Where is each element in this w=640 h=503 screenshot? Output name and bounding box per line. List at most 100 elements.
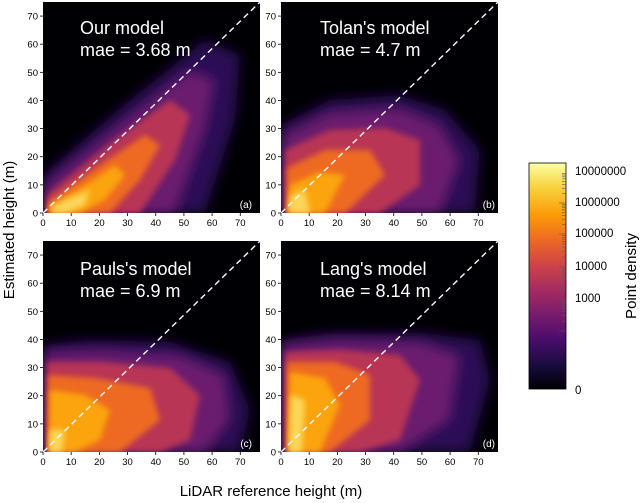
x-tick-label: 40 (388, 457, 399, 468)
colorbar-labels: 10000000 1000000 100000 10000 1000 0 (575, 166, 626, 397)
y-tick-label: 40 (265, 335, 276, 346)
panel-d-y-ticks: 0 10 20 30 40 50 60 70 (265, 251, 281, 459)
panel-a-density (43, 40, 240, 213)
colorbar-label-1000000: 1000000 (575, 197, 620, 209)
x-tick-label: 60 (207, 457, 218, 468)
x-tick-label: 30 (122, 457, 133, 468)
panel-b-density (281, 95, 480, 213)
x-tick-label: 50 (417, 457, 428, 468)
x-tick-label: 60 (445, 218, 456, 229)
x-tick-label: 70 (473, 218, 484, 229)
panel-d-tag: (d) (483, 439, 495, 450)
panel-a-y-ticks: 0 10 20 30 40 50 60 70 (27, 12, 43, 220)
panel-a-x-ticks: 0 10 20 30 40 50 60 70 (40, 213, 246, 229)
x-tick-label: 20 (332, 218, 343, 229)
panel-d-density (281, 333, 490, 452)
x-tick-label: 10 (66, 218, 77, 229)
panel-a-tag: (a) (240, 200, 252, 211)
x-tick-label: 50 (417, 218, 428, 229)
panel-a-mae: mae = 3.68 m (80, 40, 191, 60)
colorbar: 10000000 1000000 100000 10000 1000 0 Poi… (528, 162, 640, 397)
panel-c: Pauls's model mae = 6.9 m (c) 0 10 20 30 40 5… (27, 240, 261, 468)
y-tick-label: 30 (27, 124, 38, 135)
y-tick-label: 0 (271, 448, 276, 459)
colorbar-title: Point density (623, 233, 640, 319)
x-tick-label: 30 (360, 457, 371, 468)
colorbar-gradient (528, 162, 567, 390)
y-tick-label: 10 (27, 180, 38, 191)
panel-a: Our model mae = 3.68 m (a) 0 10 20 30 40 50 60… (27, 1, 261, 229)
x-tick-label: 20 (332, 457, 343, 468)
y-tick-label: 70 (27, 12, 38, 23)
panel-b-one-to-one-line (280, 1, 499, 214)
y-tick-label: 60 (265, 279, 276, 290)
colorbar-label-100000: 100000 (575, 228, 613, 240)
panel-c-y-ticks: 0 10 20 30 40 50 60 70 (27, 251, 43, 459)
panel-b: Tolan's model mae = 4.7 m (b) 0 10 20 30 40 5… (265, 1, 499, 229)
colorbar-label-1000: 1000 (575, 293, 601, 305)
x-tick-label: 0 (40, 457, 45, 468)
x-tick-label: 10 (304, 218, 315, 229)
y-tick-label: 20 (265, 152, 276, 163)
y-tick-label: 70 (265, 251, 276, 262)
x-tick-label: 20 (94, 457, 105, 468)
x-tick-label: 30 (360, 218, 371, 229)
panel-d-title: Lang's model (320, 259, 427, 279)
x-tick-label: 70 (235, 457, 246, 468)
panel-c-title: Pauls's model (80, 259, 192, 279)
x-tick-label: 20 (94, 218, 105, 229)
x-tick-label: 40 (150, 457, 161, 468)
y-tick-label: 0 (33, 448, 38, 459)
y-tick-label: 40 (265, 96, 276, 107)
panel-c-mae: mae = 6.9 m (80, 281, 181, 301)
y-tick-label: 0 (33, 209, 38, 220)
y-tick-label: 20 (27, 152, 38, 163)
panel-b-y-ticks: 0 10 20 30 40 50 60 70 (265, 12, 281, 220)
panel-c-one-to-one-line (42, 240, 261, 453)
panel-d-x-ticks: 0 10 20 30 40 50 60 70 (278, 452, 484, 468)
panel-b-tag: (b) (483, 200, 495, 211)
colorbar-label-10000: 10000 (575, 261, 607, 273)
y-tick-label: 40 (27, 335, 38, 346)
panel-d-mae: mae = 8.14 m (320, 281, 431, 301)
y-tick-label: 50 (27, 307, 38, 318)
x-tick-label: 60 (207, 218, 218, 229)
panel-c-x-ticks: 0 10 20 30 40 50 60 70 (40, 452, 246, 468)
colorbar-label-0: 0 (575, 385, 581, 397)
y-tick-label: 50 (265, 307, 276, 318)
panel-a-title: Our model (80, 18, 164, 38)
y-tick-label: 10 (265, 180, 276, 191)
x-tick-label: 50 (179, 457, 190, 468)
panel-d: Lang's model mae = 8.14 m (d) 0 10 20 30 40 5… (265, 240, 499, 468)
panel-a-one-to-one-line (42, 1, 261, 214)
y-tick-label: 30 (27, 363, 38, 374)
y-axis-title: Estimated height (m) (1, 161, 18, 299)
colorbar-minor-ticks (559, 173, 566, 332)
x-tick-label: 40 (388, 218, 399, 229)
y-tick-label: 10 (265, 419, 276, 430)
y-tick-label: 10 (27, 419, 38, 430)
x-tick-label: 60 (445, 457, 456, 468)
x-tick-label: 0 (278, 218, 283, 229)
y-tick-label: 50 (27, 68, 38, 79)
x-tick-label: 0 (40, 218, 45, 229)
x-tick-label: 0 (278, 457, 283, 468)
x-tick-label: 70 (473, 457, 484, 468)
y-tick-label: 20 (27, 391, 38, 402)
x-tick-label: 50 (179, 218, 190, 229)
panel-b-x-ticks: 0 10 20 30 40 50 60 70 (278, 213, 484, 229)
x-tick-label: 10 (304, 457, 315, 468)
y-tick-label: 40 (27, 96, 38, 107)
x-tick-label: 10 (66, 457, 77, 468)
panel-b-title: Tolan's model (320, 18, 430, 38)
y-tick-label: 0 (271, 209, 276, 220)
y-tick-label: 60 (265, 40, 276, 51)
panel-c-density (43, 340, 250, 452)
y-tick-label: 60 (27, 40, 38, 51)
panel-d-one-to-one-line (280, 240, 499, 453)
x-axis-title: LiDAR reference height (m) (180, 483, 363, 500)
y-tick-label: 30 (265, 363, 276, 374)
colorbar-label-10000000: 10000000 (575, 166, 626, 178)
y-tick-label: 70 (27, 251, 38, 262)
